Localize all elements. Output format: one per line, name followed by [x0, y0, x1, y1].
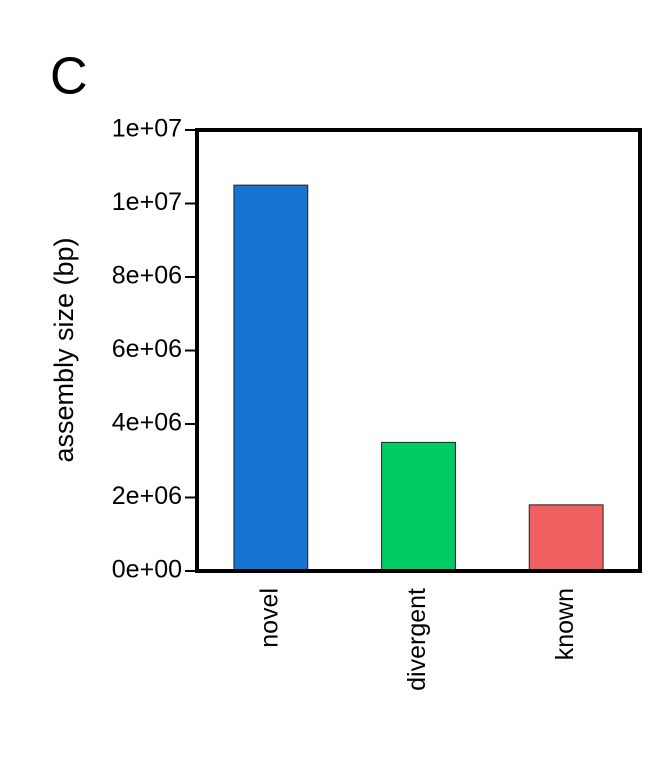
- y-axis-label: assembly size (bp): [49, 237, 79, 462]
- bar: [381, 441, 456, 572]
- y-tick-label: 4e+06: [112, 409, 182, 437]
- plot-frame: [195, 128, 642, 573]
- panel-label: C: [50, 48, 88, 106]
- y-tick-label: 0e+00: [112, 556, 182, 584]
- x-tick-label: known: [551, 588, 579, 660]
- bar: [233, 184, 309, 572]
- x-tick-label: novel: [255, 588, 283, 648]
- y-tick-label: 2e+06: [112, 482, 182, 510]
- x-tick-label: divergent: [403, 588, 431, 691]
- y-tick-label: 1e+07: [112, 188, 182, 216]
- y-tick-label: 8e+06: [112, 262, 182, 290]
- bar: [528, 504, 604, 572]
- y-tick-label: 1e+07: [112, 115, 182, 143]
- y-tick-label: 6e+06: [112, 335, 182, 363]
